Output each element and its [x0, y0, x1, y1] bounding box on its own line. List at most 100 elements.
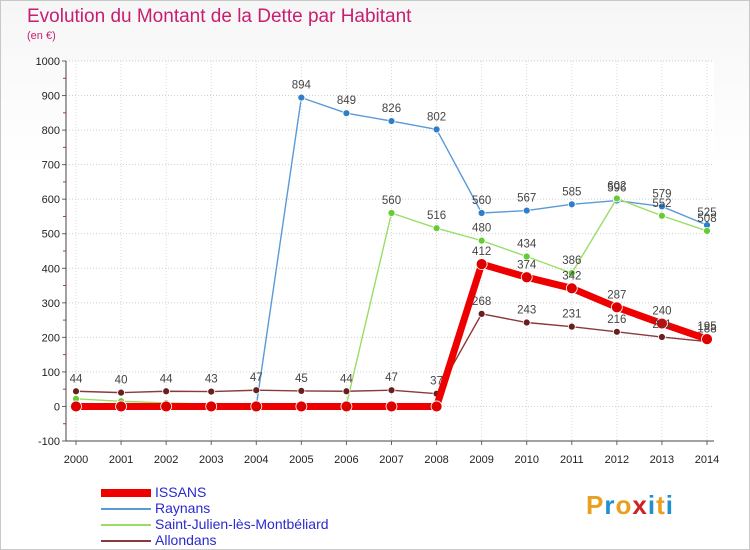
data-label: 602: [607, 180, 626, 192]
data-point: [250, 400, 263, 413]
y-tick-label: 500: [42, 229, 60, 241]
data-label: 43: [205, 374, 218, 386]
data-point: [115, 400, 127, 413]
data-point: [612, 194, 621, 203]
data-point: [297, 93, 306, 102]
data-label: 268: [472, 296, 491, 308]
data-label: 508: [697, 213, 716, 225]
data-label: 45: [295, 373, 308, 385]
x-tick-label: 2002: [154, 454, 178, 466]
data-point: [522, 252, 531, 261]
data-point: [701, 333, 713, 345]
data-label: 579: [652, 188, 671, 200]
data-point: [385, 400, 398, 413]
data-point: [567, 322, 576, 331]
data-label: 44: [160, 373, 173, 385]
x-tick-label: 2005: [289, 454, 313, 466]
data-point: [658, 202, 666, 211]
legend-swatch-raynans: [101, 508, 151, 510]
unit-label: (en €): [27, 30, 56, 42]
data-label: 802: [427, 111, 446, 123]
data-label: 434: [517, 239, 537, 251]
data-point: [658, 211, 666, 220]
logo-letter: x: [632, 490, 648, 520]
data-point: [117, 388, 125, 397]
data-point: [656, 317, 668, 330]
data-point: [387, 386, 396, 395]
y-tick-label: 200: [42, 332, 60, 344]
data-label: 525: [697, 207, 716, 219]
data-point: [207, 387, 216, 396]
data-point: [430, 400, 443, 413]
data-label: 386: [562, 255, 581, 267]
data-label: 516: [427, 210, 446, 222]
data-point: [70, 400, 82, 413]
x-tick-label: 2013: [650, 454, 674, 466]
data-point: [205, 400, 218, 413]
y-tick-label: 1000: [36, 56, 60, 68]
x-tick-label: 2004: [244, 454, 268, 466]
logo-letter: t: [656, 490, 666, 520]
data-point: [72, 387, 80, 396]
data-label: 342: [562, 270, 581, 282]
data-point: [342, 109, 351, 118]
data-label: 412: [472, 246, 491, 258]
data-label: 47: [385, 372, 398, 384]
data-point: [340, 400, 353, 413]
data-label: 567: [517, 193, 536, 205]
data-label: 552: [652, 198, 671, 210]
x-tick-label: 2009: [469, 454, 493, 466]
y-tick-label: 600: [42, 194, 60, 206]
legend-label-raynans: Raynans: [155, 500, 211, 516]
data-label: 480: [472, 223, 491, 235]
data-label: 585: [562, 186, 581, 198]
x-tick-label: 2010: [514, 454, 538, 466]
data-label: 44: [70, 373, 83, 385]
data-label: 188: [697, 324, 716, 336]
x-tick-label: 2001: [109, 454, 133, 466]
y-tick-label: -100: [38, 436, 60, 448]
data-point: [658, 333, 666, 341]
data-point: [522, 206, 531, 215]
proxiti-logo: Proxiti: [586, 490, 674, 521]
data-point: [432, 224, 441, 233]
x-tick-label: 2006: [334, 454, 358, 466]
data-label: 201: [652, 319, 671, 331]
logo-letter: P: [586, 490, 605, 520]
data-label: 596: [607, 183, 626, 195]
data-point: [477, 309, 486, 318]
data-point: [295, 400, 308, 413]
data-point: [160, 400, 173, 413]
data-point: [565, 282, 578, 295]
x-tick-label: 2000: [64, 454, 88, 466]
data-label: 47: [250, 372, 263, 384]
chart-title: Evolution du Montant de la Dette par Hab…: [27, 6, 412, 27]
y-tick-label: 400: [42, 263, 60, 275]
data-point: [522, 318, 531, 327]
data-point: [252, 386, 261, 395]
data-point: [162, 387, 171, 396]
data-point: [387, 209, 396, 217]
y-tick-label: 300: [42, 298, 60, 310]
data-label: 374: [517, 259, 537, 271]
data-label: 240: [652, 306, 671, 318]
legend-label-allondans: Allondans: [155, 532, 217, 548]
data-point: [703, 227, 711, 235]
data-label: 37: [430, 376, 443, 388]
data-label: 894: [292, 80, 312, 92]
data-label: 44: [340, 373, 353, 385]
data-label: 560: [472, 195, 491, 207]
x-tick-label: 2008: [424, 454, 448, 466]
data-label: 195: [697, 321, 716, 333]
data-label: 849: [337, 95, 356, 107]
x-tick-label: 2003: [199, 454, 223, 466]
data-point: [477, 236, 486, 245]
legend-swatch-saint-julien: [101, 524, 151, 526]
data-label: 560: [382, 195, 401, 207]
data-point: [477, 209, 486, 217]
y-tick-label: 800: [42, 125, 60, 137]
data-point: [612, 327, 621, 336]
data-label: 216: [607, 314, 626, 326]
